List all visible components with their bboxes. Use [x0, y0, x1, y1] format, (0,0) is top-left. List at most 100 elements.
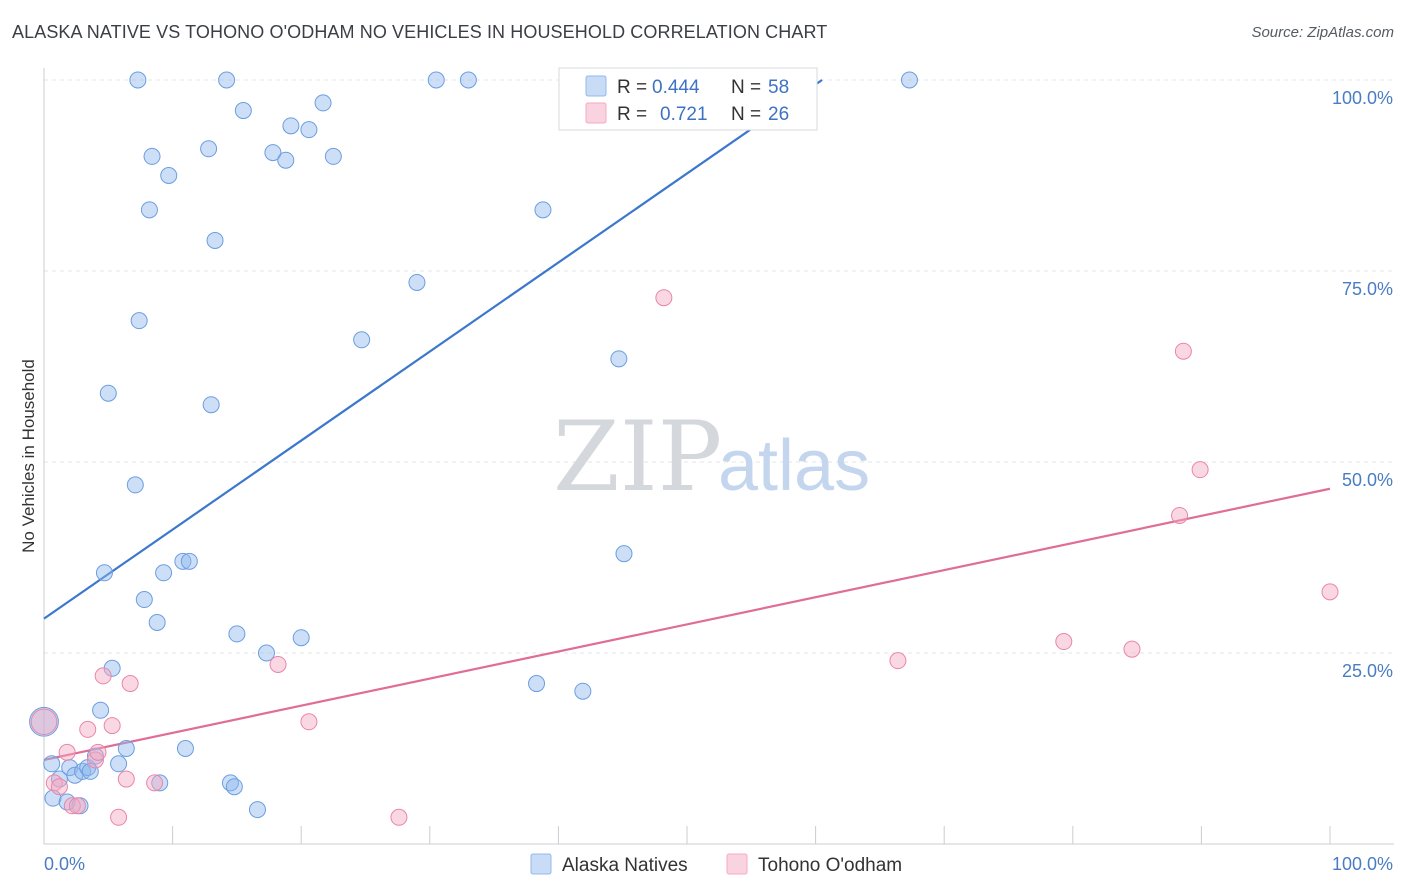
point-alaska-46 — [314, 94, 332, 112]
y-tick-labels: 25.0% 50.0% 75.0% 100.0% — [1332, 88, 1393, 681]
point-alaska-21 — [135, 591, 153, 609]
y-tick-label-2: 75.0% — [1342, 279, 1393, 299]
point-tohono-12 — [117, 770, 135, 788]
axes — [43, 68, 1394, 845]
stats-legend: R = 0.444 N = 58 R = 0.721 N = 26 — [558, 67, 818, 131]
y-tick-label-0: 25.0% — [1342, 661, 1393, 681]
x-tick-label-0: 0.0% — [44, 854, 85, 874]
point-tohono-2 — [50, 778, 68, 796]
legend-swatch-alaska — [585, 75, 607, 97]
point-alaska-38 — [234, 102, 252, 120]
point-tohono-25 — [1321, 583, 1339, 601]
point-tohono-9 — [94, 667, 112, 685]
legend-n-label-1: N = — [731, 77, 761, 98]
point-tohono-11 — [110, 808, 128, 826]
point-tohono-24 — [1191, 461, 1209, 479]
point-alaska-34 — [218, 71, 236, 89]
point-alaska-49 — [408, 273, 426, 291]
point-alaska-55 — [610, 350, 628, 368]
y-tick-label-1: 50.0% — [1342, 470, 1393, 490]
point-alaska-24 — [148, 613, 166, 631]
point-alaska-56 — [615, 545, 633, 563]
point-tohono-18 — [655, 289, 673, 307]
point-alaska-33 — [206, 231, 224, 249]
series-legend: Alaska Natives Tohono O'odham — [530, 853, 902, 876]
point-alaska-51 — [459, 71, 477, 89]
point-alaska-22 — [140, 201, 158, 219]
y-axis-label: No Vehicles in Household — [19, 359, 38, 553]
point-alaska-37 — [228, 625, 246, 643]
legend-swatch-tohono — [585, 102, 607, 124]
point-tohono-14 — [146, 774, 164, 792]
point-alaska-31 — [200, 140, 218, 158]
point-alaska-16 — [110, 755, 128, 773]
legend-label-tohono-oodham: Tohono O'odham — [758, 855, 902, 876]
legend-label-alaska-natives: Alaska Natives — [562, 855, 688, 876]
data-points — [29, 71, 1339, 826]
watermark-zip: ZIP — [553, 401, 722, 513]
point-alaska-26 — [155, 564, 173, 582]
point-alaska-25 — [151, 774, 169, 792]
point-tohono-22 — [1171, 506, 1189, 524]
point-tohono-13 — [121, 675, 139, 693]
point-alaska-45 — [300, 121, 318, 139]
legend-r-value-2: 0.721 — [660, 104, 708, 125]
legend-r-label-2: R = — [617, 104, 647, 125]
point-alaska-40 — [257, 644, 275, 662]
point-alaska-13 — [95, 564, 113, 582]
point-tohono-5 — [68, 797, 86, 815]
chart-title: ALASKA NATIVE VS TOHONO O'ODHAM NO VEHIC… — [12, 22, 828, 42]
point-alaska-50 — [427, 71, 445, 89]
point-tohono-4 — [63, 797, 81, 815]
x-tick-labels: 0.0% 100.0% — [44, 854, 1393, 874]
legend-swatch-tohono-oodham — [726, 853, 748, 875]
source-label: Source: ZipAtlas.com — [1251, 24, 1394, 41]
point-alaska-17 — [117, 740, 135, 757]
trend-lines — [43, 79, 1331, 762]
point-tohono-21 — [1123, 640, 1141, 658]
point-alaska-20 — [130, 312, 148, 330]
point-alaska-29 — [176, 740, 194, 757]
trend-line-tohono — [43, 487, 1331, 762]
point-tohono-17 — [390, 808, 408, 826]
legend-swatch-alaska-natives — [530, 853, 552, 875]
legend-r-label-1: R = — [617, 77, 647, 98]
point-tohono-20 — [1055, 633, 1073, 651]
point-alaska-0 — [29, 706, 59, 737]
point-alaska-47 — [324, 147, 342, 165]
legend-n-label-2: N = — [731, 104, 761, 125]
point-alaska-53 — [534, 201, 552, 219]
trend-line-alaska — [43, 79, 823, 620]
point-alaska-18 — [126, 476, 144, 494]
legend-n-value-1: 58 — [768, 77, 789, 98]
point-tohono-19 — [889, 652, 907, 670]
point-alaska-43 — [282, 117, 300, 135]
point-alaska-19 — [129, 71, 147, 89]
point-tohono-8 — [89, 743, 107, 761]
point-tohono-10 — [103, 717, 121, 735]
grid-lines — [44, 79, 1394, 654]
legend-n-value-2: 26 — [768, 104, 789, 125]
point-tohono-0 — [30, 708, 58, 736]
point-tohono-23 — [1174, 342, 1192, 360]
point-tohono-16 — [300, 713, 318, 731]
point-tohono-3 — [58, 743, 76, 761]
point-alaska-42 — [277, 151, 295, 169]
point-alaska-27 — [160, 167, 178, 184]
point-alaska-54 — [574, 682, 592, 700]
point-tohono-15 — [269, 655, 287, 673]
point-alaska-39 — [248, 801, 266, 819]
point-alaska-1 — [43, 755, 61, 773]
point-alaska-23 — [143, 147, 161, 165]
point-alaska-28 — [174, 552, 192, 570]
point-alaska-52 — [528, 675, 546, 693]
x-tick-label-1: 100.0% — [1332, 854, 1393, 874]
point-alaska-14 — [99, 384, 117, 402]
point-alaska-36 — [225, 778, 243, 796]
watermark-atlas: atlas — [718, 426, 870, 506]
point-alaska-44 — [292, 629, 310, 647]
point-alaska-57 — [900, 71, 918, 89]
point-alaska-30 — [180, 552, 198, 570]
point-alaska-12 — [92, 701, 110, 719]
